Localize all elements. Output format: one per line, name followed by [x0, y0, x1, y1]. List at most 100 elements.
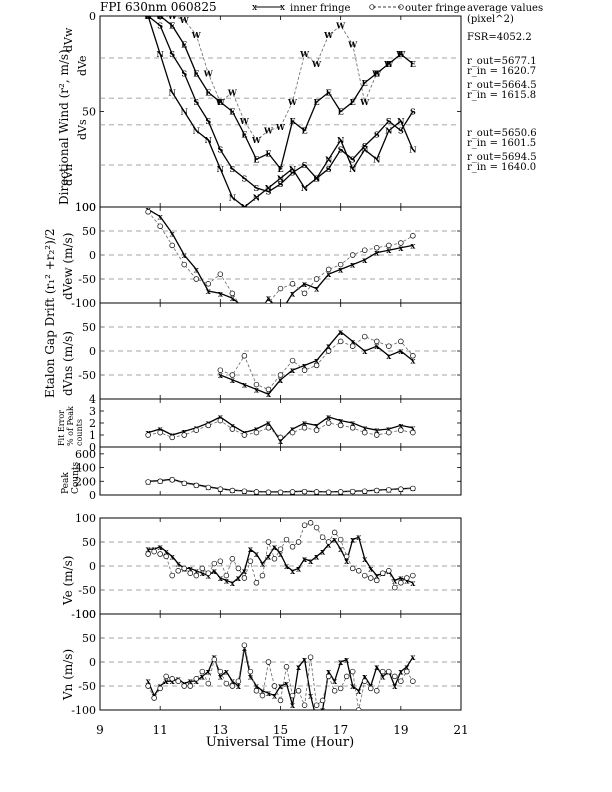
- point-marker: x: [314, 356, 319, 366]
- point-marker: x: [248, 671, 253, 681]
- point-marker: x: [398, 346, 403, 356]
- point-marker: N: [337, 135, 344, 145]
- point-marker: x: [182, 426, 187, 436]
- fringe-radii: FSR=4052.2 r_out=5677.1 r_in = 1620.7 r_…: [467, 32, 537, 173]
- point-marker: [283, 664, 290, 670]
- point-marker: x: [314, 551, 319, 561]
- point-marker: x: [242, 566, 247, 576]
- x-tick-label: 9: [96, 723, 104, 737]
- point-marker: x: [230, 420, 235, 430]
- point-marker: W: [203, 68, 214, 78]
- point-marker: [361, 488, 368, 494]
- point-marker: x: [350, 260, 355, 270]
- point-marker: [151, 548, 157, 555]
- point-marker: [289, 357, 296, 364]
- point-marker: [343, 553, 350, 560]
- point-marker: x: [206, 667, 211, 677]
- point-marker: [157, 429, 163, 436]
- ve-ylabel: Ve (m/s): [61, 556, 75, 606]
- point-marker: x: [254, 681, 259, 691]
- y-tick-label: 0: [89, 10, 96, 23]
- point-marker: [325, 489, 332, 495]
- point-marker: [301, 522, 308, 528]
- point-marker: x: [278, 436, 283, 446]
- point-marker: S: [374, 129, 380, 139]
- point-marker: [259, 572, 266, 579]
- re-out: r_out=5664.5: [467, 80, 537, 91]
- point-marker: [361, 247, 368, 253]
- point-marker: x: [326, 412, 331, 422]
- point-marker: [271, 556, 278, 562]
- point-marker: [277, 372, 284, 378]
- point-marker: [410, 485, 416, 492]
- point-marker: [349, 668, 356, 675]
- point-marker: E: [193, 68, 199, 78]
- point-marker: E: [253, 154, 259, 164]
- rw-in: r_in = 1620.7: [467, 66, 536, 77]
- peak-ylabel-2: Counts: [71, 461, 81, 494]
- point-marker: [386, 429, 392, 436]
- point-marker: E: [362, 78, 368, 88]
- point-marker: [319, 697, 326, 704]
- point-marker: [157, 478, 163, 485]
- point-marker: [337, 489, 344, 495]
- wind-label-dvs: dVs: [76, 119, 89, 140]
- point-marker: N: [397, 116, 404, 126]
- point-marker: x: [158, 212, 163, 222]
- point-marker: x: [206, 286, 211, 296]
- y-tick-label: -50: [78, 584, 96, 597]
- y-tick-label: -100: [71, 297, 96, 310]
- point-marker: E: [410, 59, 416, 69]
- point-marker: [325, 266, 332, 273]
- point-marker: [217, 271, 224, 277]
- point-marker: [361, 429, 368, 436]
- point-marker: [374, 338, 380, 345]
- point-marker: [289, 429, 296, 436]
- point-marker: [410, 429, 416, 436]
- point-marker: x: [224, 575, 229, 585]
- point-marker: x: [302, 279, 307, 289]
- point-marker: x: [290, 424, 295, 434]
- point-marker: x: [374, 341, 379, 351]
- point-marker: [374, 577, 380, 584]
- point-marker: x: [212, 566, 217, 576]
- point-marker: x: [338, 416, 343, 426]
- point-marker: [349, 565, 356, 572]
- point-marker: [175, 568, 181, 574]
- point-marker: E: [217, 97, 223, 107]
- point-marker: [242, 310, 247, 315]
- point-marker: x: [194, 566, 199, 576]
- svg-text:x: x: [252, 3, 257, 13]
- point-marker: x: [218, 370, 223, 380]
- point-marker: [374, 688, 380, 694]
- point-marker: x: [392, 575, 397, 585]
- point-marker: [368, 685, 374, 692]
- point-marker: W: [359, 97, 370, 107]
- point-marker: [181, 480, 187, 487]
- point-marker: x: [302, 554, 307, 564]
- point-marker: [157, 685, 163, 692]
- point-marker: E: [314, 97, 320, 107]
- point-marker: S: [278, 179, 284, 189]
- point-marker: x: [272, 542, 277, 552]
- point-marker: [337, 338, 344, 345]
- x-tick-label: 19: [393, 723, 408, 737]
- point-marker: [254, 305, 259, 310]
- point-marker: E: [229, 107, 235, 117]
- point-marker: [187, 570, 194, 576]
- series-line-outer-fringe: [147, 645, 414, 710]
- point-marker: x: [278, 549, 283, 559]
- point-marker: [271, 683, 278, 689]
- point-marker: [169, 477, 175, 483]
- y-tick-label: 100: [75, 512, 96, 525]
- point-marker: [289, 544, 296, 550]
- point-marker: [259, 692, 266, 699]
- point-marker: x: [410, 423, 415, 433]
- point-marker: x: [368, 563, 373, 573]
- point-marker: x: [260, 559, 265, 569]
- point-marker: x: [362, 346, 367, 356]
- point-marker: [325, 420, 332, 426]
